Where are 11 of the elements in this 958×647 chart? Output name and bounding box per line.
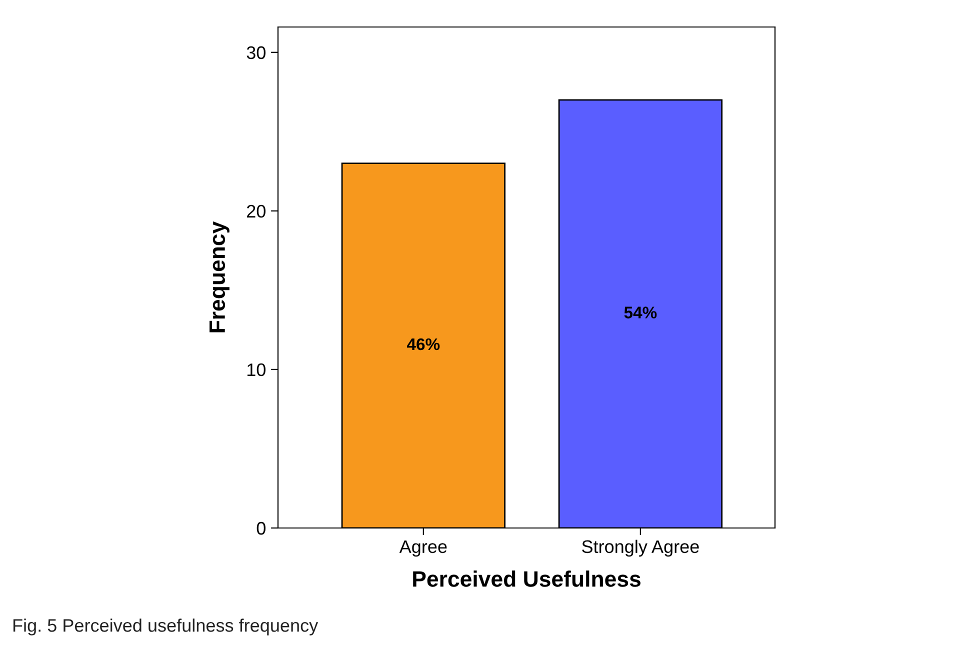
x-tick-label: Strongly Agree <box>582 540 699 557</box>
x-tick-label: Agree <box>399 540 447 557</box>
y-tick-label: 20 <box>247 204 266 218</box>
annotation: 46% <box>406 338 440 350</box>
x-axis-title: Perceived Usefulness <box>413 570 640 587</box>
y-tick-label: 10 <box>247 363 266 376</box>
annotation: 54% <box>624 306 657 318</box>
y-tick-label: 0 <box>256 522 266 535</box>
y-axis-title: Frequency <box>210 221 230 332</box>
y-tick-label: 30 <box>246 46 266 60</box>
caption: Fig. 5 Perceived usefulness frequency <box>13 618 318 636</box>
